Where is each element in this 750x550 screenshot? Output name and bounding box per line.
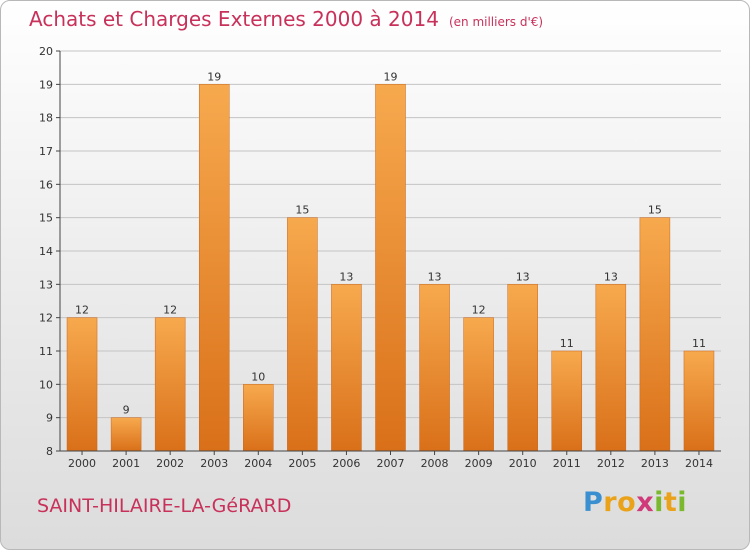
commune-name: SAINT-HILAIRE-LA-GéRARD [37, 495, 292, 517]
x-tick-label: 2014 [685, 457, 713, 470]
x-tick-label: 2011 [553, 457, 581, 470]
axes: 8 9 10 11 12 13 14 15 16 17 18 19 20 2000 2001 2002 2003… [39, 45, 721, 470]
chart-title-text: Achats et Charges Externes 2000 à 2014 [29, 7, 439, 31]
data-label: 9 [123, 404, 130, 417]
y-tick-label: 13 [39, 278, 53, 291]
y-tick-label: 8 [46, 445, 53, 458]
x-tick-label: 2002 [156, 457, 184, 470]
y-tick-label: 9 [46, 412, 53, 425]
bar-2014 [683, 350, 715, 452]
x-tick-label: 2008 [421, 457, 449, 470]
bar-2013 [639, 217, 671, 452]
data-label: 13 [604, 270, 618, 283]
y-tick-label: 19 [39, 78, 53, 91]
bar-2001 [110, 417, 142, 452]
data-label: 11 [560, 337, 574, 350]
data-label: 19 [384, 70, 398, 83]
bars [66, 84, 715, 452]
bar-2002 [154, 317, 186, 452]
chart-title: Achats et Charges Externes 2000 à 2014 (e… [29, 7, 543, 31]
x-tick-label: 2006 [332, 457, 360, 470]
logo-letter: P [583, 487, 604, 518]
logo-letter: x [636, 487, 655, 518]
bar-2000 [66, 317, 98, 452]
data-label: 12 [472, 304, 486, 317]
chart-unit: (en milliers d'€) [448, 15, 544, 29]
bar-2004 [243, 384, 274, 452]
y-tick-label: 18 [39, 112, 53, 125]
data-label: 12 [75, 304, 89, 317]
data-label: 15 [295, 204, 309, 217]
logo-letter: o [617, 487, 637, 518]
x-tick-label: 2004 [244, 457, 272, 470]
data-label: 10 [251, 370, 265, 383]
bar-2011 [551, 350, 583, 452]
y-tick-label: 12 [39, 312, 53, 325]
x-tick-label: 2000 [68, 457, 96, 470]
y-tick-label: 17 [39, 145, 53, 158]
x-tick-label: 2007 [377, 457, 405, 470]
x-tick-label: 2010 [509, 457, 537, 470]
bar-2003 [198, 84, 230, 452]
data-labels: 12 9 12 19 10 15 13 19 13 12 13 11 13 15 11 [75, 70, 706, 416]
y-tick-label: 16 [39, 178, 53, 191]
bar-2009 [463, 317, 494, 452]
bar-2006 [331, 284, 362, 452]
data-label: 13 [516, 270, 530, 283]
data-label: 12 [163, 304, 177, 317]
bar-2005 [287, 217, 318, 452]
logo-letter: i [654, 487, 664, 518]
x-tick-label: 2009 [465, 457, 493, 470]
x-tick-label: 2012 [597, 457, 625, 470]
y-tick-label: 11 [39, 345, 53, 358]
data-label: 13 [339, 270, 353, 283]
logo-letter: i [677, 487, 688, 518]
proxiti-logo[interactable]: Proxiti [583, 487, 687, 518]
x-tick-label: 2005 [288, 457, 316, 470]
data-label: 13 [428, 270, 442, 283]
data-label: 11 [692, 337, 706, 350]
bar-2010 [507, 284, 538, 452]
logo-letter: r [603, 487, 618, 518]
x-tick-label: 2001 [112, 457, 140, 470]
y-tick-label: 14 [39, 245, 53, 258]
bar-2008 [419, 284, 450, 452]
data-label: 15 [648, 204, 662, 217]
bar-2007 [375, 84, 406, 452]
data-label: 19 [207, 70, 221, 83]
logo-letter: t [663, 487, 678, 518]
y-tick-label: 10 [39, 378, 53, 391]
x-tick-label: 2003 [200, 457, 228, 470]
y-tick-label: 15 [39, 212, 53, 225]
bar-2012 [595, 284, 627, 452]
y-tick-label: 20 [39, 45, 53, 58]
x-tick-label: 2013 [641, 457, 669, 470]
